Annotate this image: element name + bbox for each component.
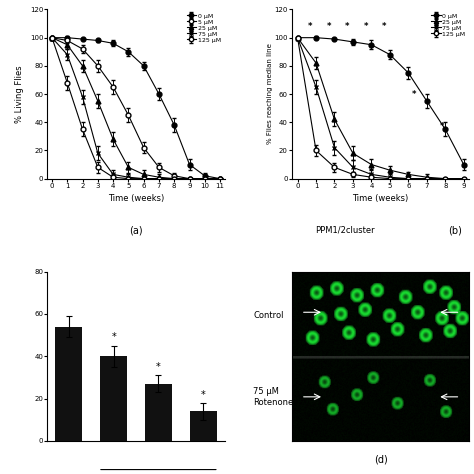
Text: 75 μM
Rotenone: 75 μM Rotenone (253, 387, 293, 407)
Text: *: * (111, 332, 116, 343)
Text: *: * (201, 390, 206, 400)
Bar (55, 327, 82, 441)
Bar (190, 411, 217, 441)
Text: (a): (a) (129, 226, 143, 236)
Text: Control: Control (253, 311, 283, 320)
Text: *: * (308, 22, 313, 31)
Text: *: * (345, 22, 350, 31)
Legend: 0 μM, 25 μM, 75 μM, 125 μM: 0 μM, 25 μM, 75 μM, 125 μM (430, 13, 466, 37)
Text: *: * (411, 90, 416, 99)
Text: (b): (b) (448, 226, 462, 236)
Y-axis label: % Living Flies: % Living Flies (15, 65, 24, 123)
X-axis label: Time (weeks): Time (weeks) (353, 194, 409, 203)
Bar (145, 384, 172, 441)
X-axis label: Time (weeks): Time (weeks) (108, 194, 164, 203)
Text: *: * (156, 362, 161, 372)
Text: (d): (d) (374, 455, 388, 465)
Legend: 0 μM, 5 μM, 25 μM, 75 μM, 125 μM: 0 μM, 5 μM, 25 μM, 75 μM, 125 μM (186, 13, 221, 43)
Text: *: * (382, 22, 387, 31)
Text: *: * (327, 22, 331, 31)
Y-axis label: % Flies reaching median line: % Flies reaching median line (267, 44, 273, 145)
Text: *: * (364, 22, 368, 31)
Bar (100, 356, 127, 441)
Text: PPM1/2cluster: PPM1/2cluster (315, 226, 375, 235)
Text: *: * (439, 122, 444, 131)
